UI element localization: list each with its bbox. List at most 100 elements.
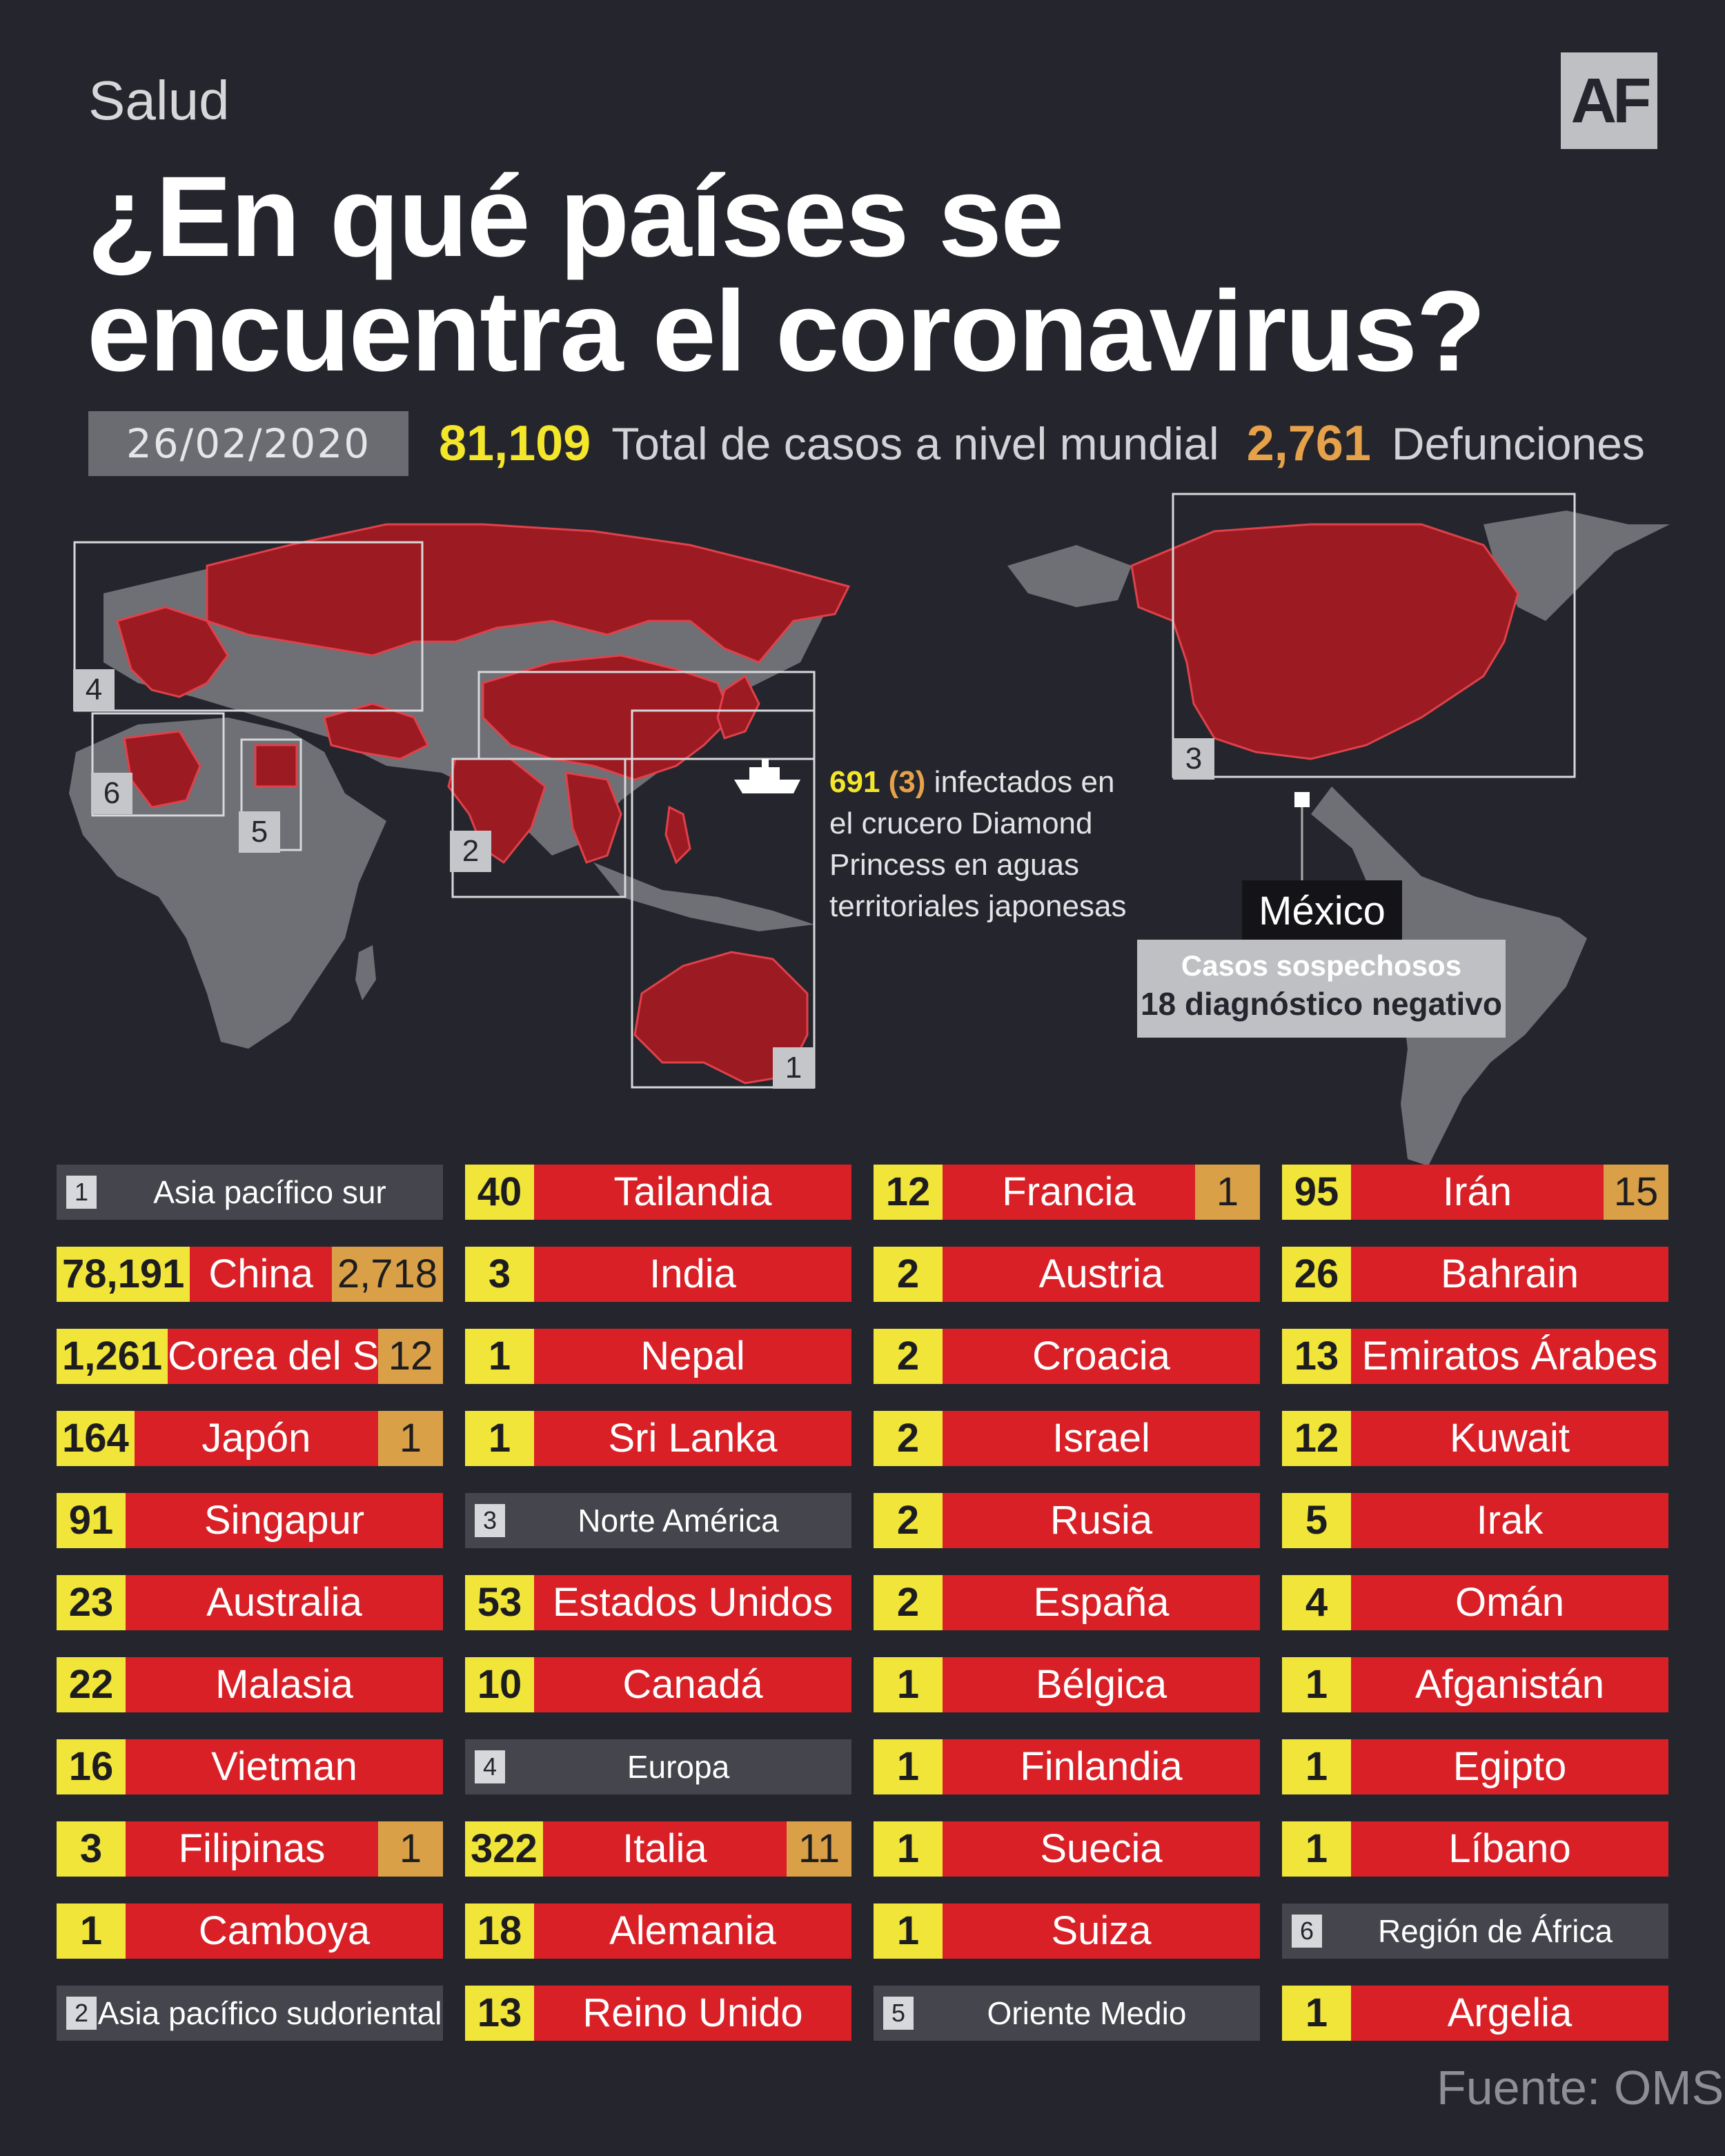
death-count: 1	[378, 1821, 443, 1877]
country-row: 1 Argelia	[1282, 1986, 1668, 2041]
region-header-row: 6 Región de África	[1282, 1903, 1668, 1959]
country-name: China	[190, 1247, 332, 1302]
country-row: 2 España	[874, 1575, 1260, 1630]
region-frame-6	[91, 712, 225, 817]
country-name: Croacia	[943, 1329, 1260, 1384]
region-name: Región de África	[1377, 1913, 1613, 1949]
country-name: Finlandia	[943, 1739, 1260, 1794]
case-count: 1	[874, 1739, 943, 1794]
country-name: Alemania	[534, 1903, 851, 1959]
case-count: 1	[874, 1903, 943, 1959]
region-frame-asia	[477, 671, 816, 760]
country-row: 5 Irak	[1282, 1493, 1668, 1548]
death-count: 1	[378, 1411, 443, 1466]
country-row: 12 Kuwait	[1282, 1411, 1668, 1466]
country-name: Francia	[943, 1165, 1195, 1220]
region-name: Europa	[627, 1749, 730, 1785]
country-name: Tailandia	[534, 1165, 851, 1220]
country-row: 1 Suiza	[874, 1903, 1260, 1959]
region-name: Norte América	[578, 1503, 779, 1539]
case-count: 26	[1282, 1247, 1351, 1302]
case-count: 95	[1282, 1165, 1351, 1220]
country-name: Sri Lanka	[534, 1411, 851, 1466]
country-row: 18 Alemania	[465, 1903, 851, 1959]
southeast-asia-shape	[564, 771, 622, 864]
region-name: Asia pacífico sudoriental	[97, 1995, 442, 2031]
country-row: 3 India	[465, 1247, 851, 1302]
country-name: Estados Unidos	[534, 1575, 851, 1630]
country-row: 91 Singapur	[57, 1493, 443, 1548]
indonesia-shape	[593, 862, 814, 931]
region-header-row: 4 Europa	[465, 1739, 851, 1794]
country-name: Emiratos Árabes	[1351, 1329, 1668, 1384]
case-count: 91	[57, 1493, 126, 1548]
europe-shape	[116, 606, 229, 698]
region-number: 4	[475, 1750, 505, 1783]
region-number: 6	[1292, 1915, 1322, 1948]
country-row: 23 Australia	[57, 1575, 443, 1630]
region-frame-4	[73, 541, 424, 712]
case-count: 1	[1282, 1821, 1351, 1877]
case-count: 1	[465, 1329, 534, 1384]
country-row: 10 Canadá	[465, 1657, 851, 1712]
country-row: 12 Francia 1	[874, 1165, 1260, 1220]
cruise-ship-note: 691 (3) infectados en el crucero Diamond…	[829, 762, 1133, 927]
country-name: Filipinas	[126, 1821, 378, 1877]
region-label-5: 5	[239, 811, 280, 853]
deaths-value: 2,761	[1246, 416, 1371, 471]
country-row: 1 Egipto	[1282, 1739, 1668, 1794]
country-row: 1 Nepal	[465, 1329, 851, 1384]
title-line-1: ¿En qué países se	[87, 153, 1064, 281]
china-shape	[482, 654, 733, 781]
north-america-shape	[1130, 523, 1519, 760]
russia-shape	[206, 523, 851, 664]
ship-text-2: el crucero Diamond	[829, 807, 1093, 840]
country-row: 3 Filipinas 1	[57, 1821, 443, 1877]
region-number: 5	[883, 1997, 914, 2030]
death-count: 2,718	[331, 1247, 443, 1302]
country-row: 22 Malasia	[57, 1657, 443, 1712]
case-count: 322	[465, 1821, 543, 1877]
ship-icon	[734, 759, 800, 793]
country-row: 13 Emiratos Árabes	[1282, 1329, 1668, 1384]
mexico-info-box: Casos sospechosos 18 diagnóstico negativ…	[1137, 940, 1506, 1038]
case-count: 1	[57, 1903, 126, 1959]
page-title: ¿En qué países se encuentra el coronavir…	[87, 160, 1605, 389]
region-label-4: 4	[73, 669, 115, 711]
section-label: Salud	[88, 70, 230, 131]
mexico-label: México	[1242, 880, 1402, 942]
case-count: 10	[465, 1657, 534, 1712]
country-row: 2 Austria	[874, 1247, 1260, 1302]
case-count: 1	[1282, 1986, 1351, 2041]
country-row: 2 Croacia	[874, 1329, 1260, 1384]
case-count: 1	[874, 1821, 943, 1877]
death-count: 15	[1604, 1165, 1668, 1220]
country-row: 164 Japón 1	[57, 1411, 443, 1466]
country-row: 78,191 China 2,718	[57, 1247, 443, 1302]
middle-east-shape	[323, 702, 430, 760]
country-row: 1 Camboya	[57, 1903, 443, 1959]
country-name: Rusia	[943, 1493, 1260, 1548]
country-row: 2 Rusia	[874, 1493, 1260, 1548]
country-row: 1 Suecia	[874, 1821, 1260, 1877]
japan-shape	[716, 674, 760, 740]
country-row: 1 Líbano	[1282, 1821, 1668, 1877]
case-count: 16	[57, 1739, 126, 1794]
country-name: Austria	[943, 1247, 1260, 1302]
ship-text-1: infectados en	[934, 765, 1115, 799]
case-count: 3	[57, 1821, 126, 1877]
mexico-line-1: Casos sospechosos	[1181, 949, 1462, 982]
country-name: Irán	[1351, 1165, 1604, 1220]
country-row: 13 Reino Unido	[465, 1986, 851, 2041]
india-shape	[447, 758, 546, 864]
country-row: 26 Bahrain	[1282, 1247, 1668, 1302]
case-count: 13	[465, 1986, 534, 2041]
country-row: 1 Bélgica	[874, 1657, 1260, 1712]
region-label-2: 2	[450, 831, 491, 872]
country-name: Israel	[943, 1411, 1260, 1466]
ship-deaths-value: (3)	[888, 765, 926, 799]
mexico-marker	[1294, 792, 1310, 807]
country-name: Suecia	[943, 1821, 1260, 1877]
country-name: Australia	[126, 1575, 443, 1630]
country-name: Argelia	[1351, 1986, 1668, 2041]
